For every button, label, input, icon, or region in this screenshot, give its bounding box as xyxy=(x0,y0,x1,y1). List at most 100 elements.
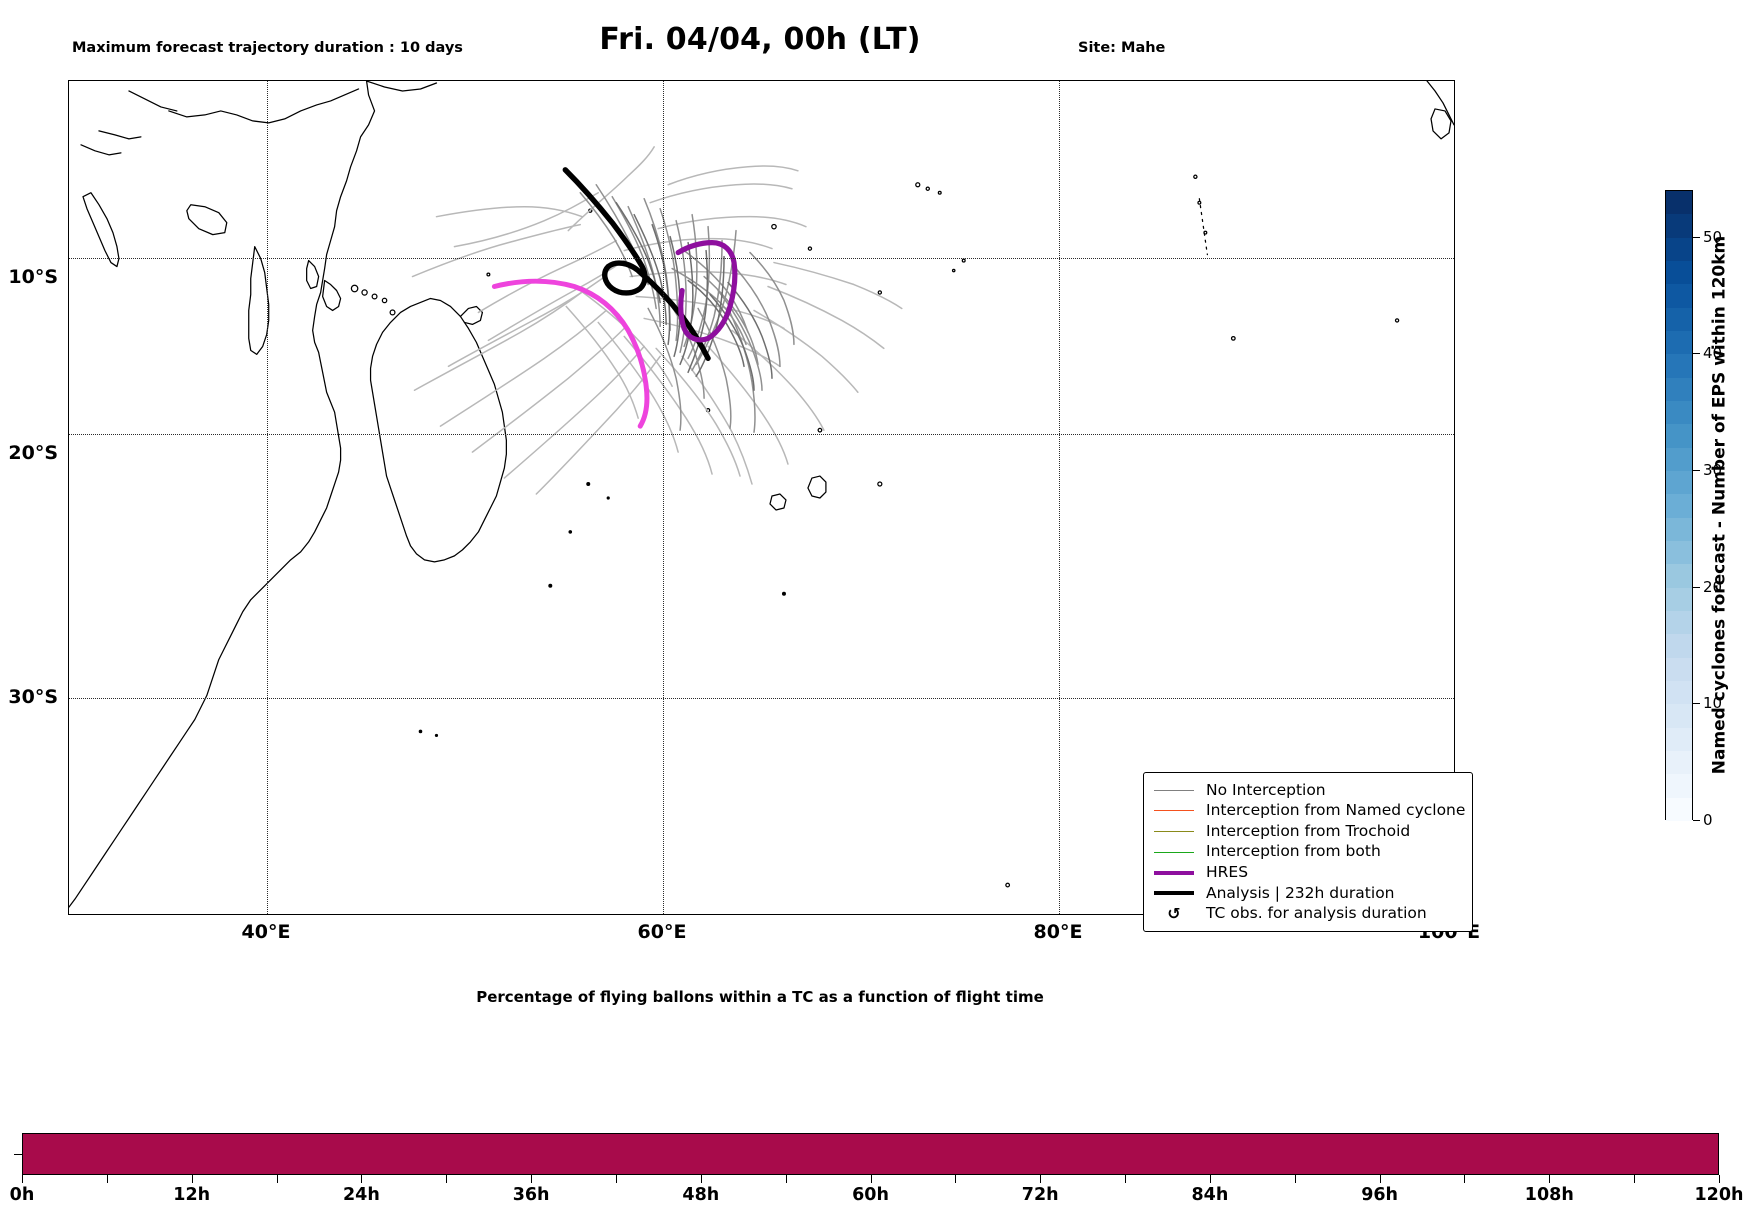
colorbar-tick xyxy=(1693,236,1700,238)
colorbar-band xyxy=(1666,564,1692,588)
legend-label-no-interception: No Interception xyxy=(1206,780,1326,799)
legend-item-hres[interactable]: HRES xyxy=(1152,862,1462,883)
colorbar-band xyxy=(1666,610,1692,635)
colorbar-band xyxy=(1666,237,1692,261)
gridline-lat-30s xyxy=(69,698,1454,699)
map-ytick-2: 30°S xyxy=(8,686,58,708)
colorbar-band xyxy=(1666,797,1692,821)
colorbar-tick xyxy=(1693,470,1700,471)
percentage-bar-tick xyxy=(191,1175,193,1183)
tc-observation-markers xyxy=(418,482,786,738)
hres-track xyxy=(675,240,738,343)
gridline-lat-10s xyxy=(69,258,1454,259)
colorbar-band xyxy=(1666,634,1692,658)
legend-swatch-no-interception xyxy=(1152,789,1196,791)
colorbar-ticklabel: 20 xyxy=(1703,577,1723,596)
legend-swatch-trochoid xyxy=(1152,830,1196,832)
percentage-bar-ticklabel: 36h xyxy=(512,1185,550,1205)
legend-item-no-interception[interactable]: No Interception xyxy=(1152,780,1462,801)
colorbar-band xyxy=(1666,494,1692,518)
percentage-bar-ticklabel: 120h xyxy=(1694,1185,1744,1205)
legend-swatch-both xyxy=(1152,851,1196,853)
percentage-bar-tick xyxy=(1209,1175,1211,1183)
percentage-bar-tick xyxy=(106,1175,108,1183)
percentage-bar-ticklabel: 84h xyxy=(1191,1185,1229,1205)
percentage-bar-tick xyxy=(1294,1175,1296,1183)
percentage-bar-tick xyxy=(22,1175,23,1183)
percentage-bar-tick xyxy=(1040,1175,1042,1183)
percentage-bar-tick xyxy=(1719,1175,1720,1183)
legend-item-both[interactable]: Interception from both xyxy=(1152,842,1462,863)
colorbar-gradient xyxy=(1665,190,1693,821)
colorbar-band xyxy=(1666,400,1692,425)
cyclone-icon: ↺ xyxy=(1152,905,1196,922)
percentage-bar-tick xyxy=(1464,1175,1466,1183)
colorbar-band xyxy=(1666,214,1692,238)
percentage-bar-tick xyxy=(1125,1175,1127,1183)
legend-item-trochoid[interactable]: Interception from Trochoid xyxy=(1152,821,1462,842)
colorbar-ticklabel: 0 xyxy=(1703,811,1713,829)
colorbar-ticklabel: 40 xyxy=(1703,344,1723,363)
header-right-line-0: Site: Mahe xyxy=(1078,39,1166,56)
map-xtick-1: 60°E xyxy=(637,921,687,943)
deployment-track xyxy=(491,278,650,429)
colorbar-band xyxy=(1666,680,1692,705)
gridline-lon-80 xyxy=(1059,81,1060,914)
colorbar-band xyxy=(1666,191,1692,215)
colorbar-band xyxy=(1666,307,1692,331)
colorbar-ticklabel: 50 xyxy=(1703,227,1723,246)
colorbar-band xyxy=(1666,587,1692,611)
colorbar-tick xyxy=(1693,703,1700,705)
percentage-bar-tick xyxy=(785,1175,787,1183)
legend-item-tc-obs[interactable]: ↺ TC obs. for analysis duration xyxy=(1152,904,1462,925)
colorbar-ticklabel: 10 xyxy=(1703,694,1723,713)
percentage-bar-axes xyxy=(22,1133,1719,1175)
legend-label-both: Interception from both xyxy=(1206,842,1381,861)
percentage-bar-tick xyxy=(870,1175,872,1183)
legend-item-named-cyclone[interactable]: Interception from Named cyclone xyxy=(1152,801,1466,822)
colorbar-band xyxy=(1666,540,1692,565)
map-xtick-2: 80°E xyxy=(1033,921,1083,943)
map-ytick-1: 20°S xyxy=(8,442,58,464)
legend-swatch-hres xyxy=(1152,870,1196,875)
map-legend: No Interception Interception from Named … xyxy=(1143,772,1473,933)
colorbar-title-text: Named cyclones forecast - Number of EPS … xyxy=(1709,235,1730,775)
gridline-lat-20s xyxy=(69,434,1454,435)
legend-label-hres: HRES xyxy=(1206,862,1249,881)
legend-swatch-named-cyclone xyxy=(1152,810,1196,812)
percentage-bar-tick xyxy=(276,1175,278,1183)
percentage-bar-tick xyxy=(446,1175,448,1183)
legend-swatch-analysis xyxy=(1152,891,1196,896)
colorbar-band xyxy=(1666,750,1692,775)
percentage-bar-tick xyxy=(615,1175,617,1183)
percentage-bar-ticklabel: 24h xyxy=(342,1185,380,1205)
page-title: Fri. 04/04, 00h (LT) xyxy=(599,22,921,57)
percentage-bar-ticklabel: 0h xyxy=(9,1185,35,1205)
percentage-bar-tick xyxy=(700,1175,702,1183)
percentage-bar-ticklabel: 108h xyxy=(1524,1185,1574,1205)
analysis-track xyxy=(562,167,711,362)
colorbar-tick xyxy=(1693,586,1700,588)
percentage-bar-tick xyxy=(1634,1175,1636,1183)
legend-item-analysis[interactable]: Analysis | 232h duration xyxy=(1152,883,1462,904)
gridline-lon-60 xyxy=(663,81,664,914)
colorbar-band xyxy=(1666,704,1692,728)
colorbar-band xyxy=(1666,377,1692,401)
map-xtick-0: 40°E xyxy=(241,921,291,943)
colorbar-band xyxy=(1666,284,1692,308)
colorbar-band xyxy=(1666,657,1692,681)
legend-label-analysis: Analysis | 232h duration xyxy=(1206,883,1395,902)
percentage-bar-ticklabel: 72h xyxy=(1021,1185,1059,1205)
colorbar-tick xyxy=(1693,820,1700,821)
colorbar-band xyxy=(1666,424,1692,448)
percentage-bar-ytick xyxy=(14,1154,22,1155)
colorbar-band xyxy=(1666,470,1692,495)
percentage-bar-tick xyxy=(1379,1175,1381,1183)
colorbar-band xyxy=(1666,447,1692,471)
colorbar-band xyxy=(1666,517,1692,541)
map-coastlines xyxy=(69,81,1454,908)
colorbar-band xyxy=(1666,354,1692,378)
percentage-bar-tick xyxy=(531,1175,533,1183)
legend-label-named-cyclone: Interception from Named cyclone xyxy=(1206,801,1466,820)
colorbar-band xyxy=(1666,330,1692,355)
